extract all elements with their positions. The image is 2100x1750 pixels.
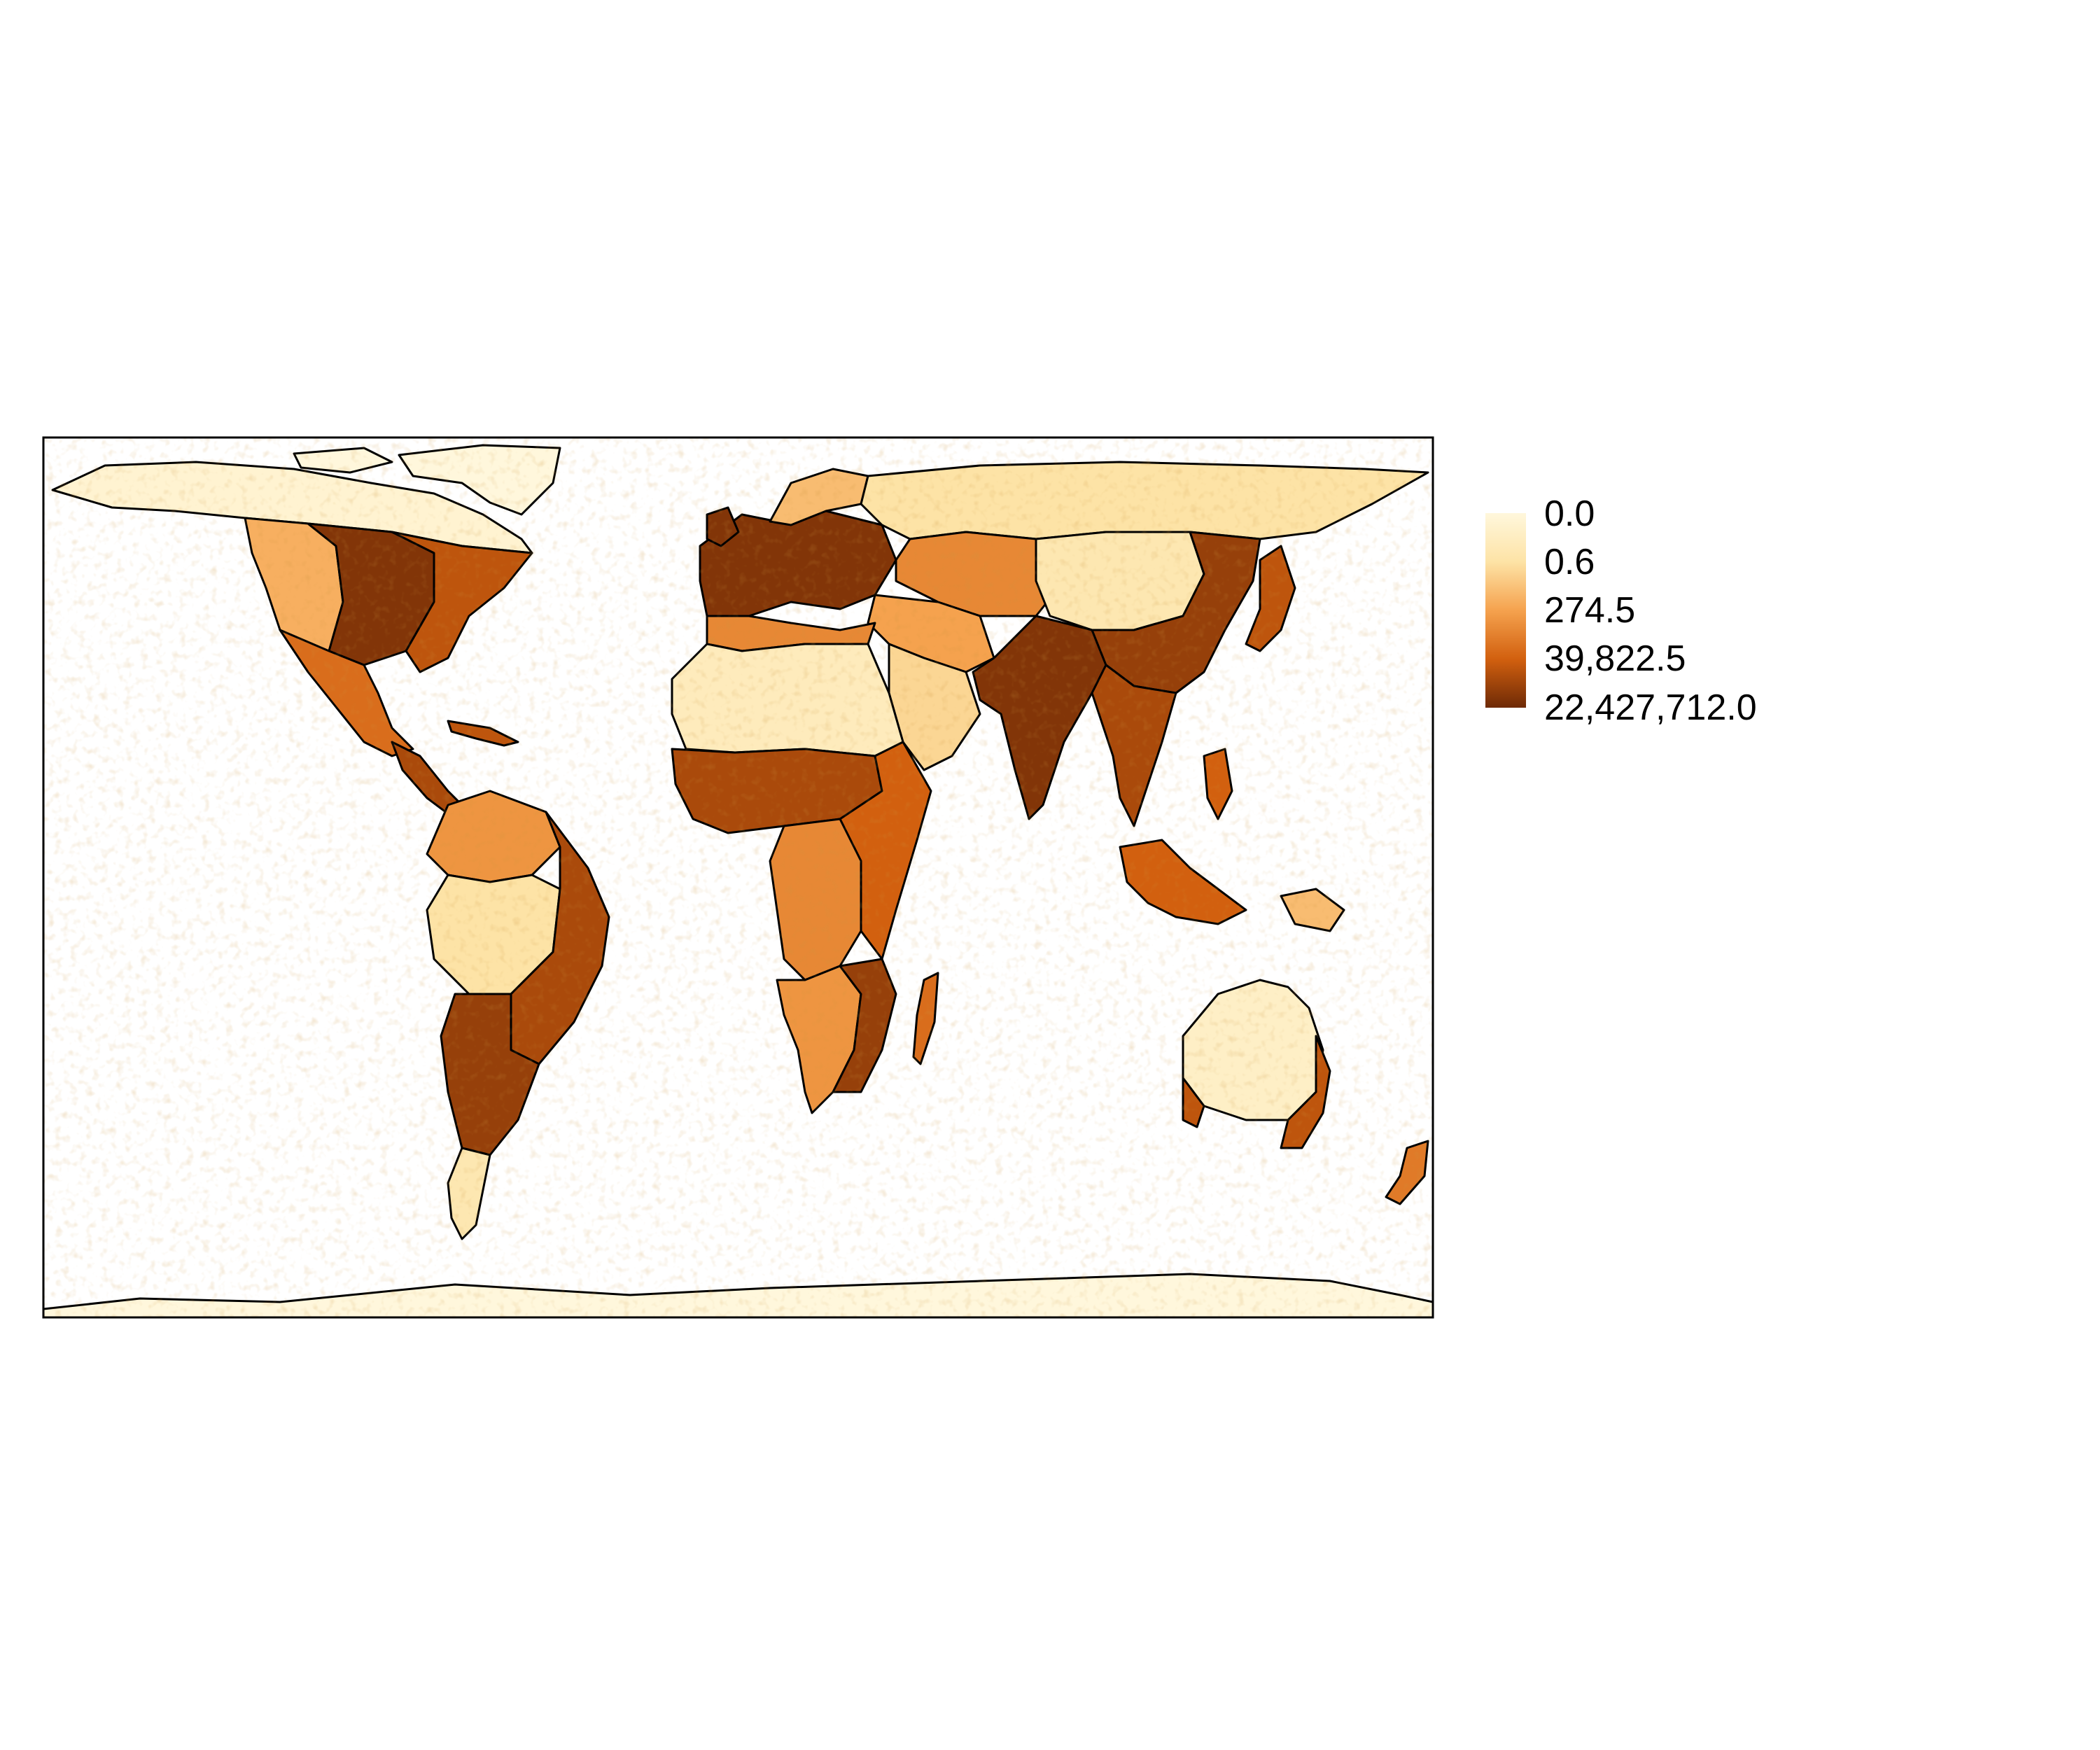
legend-colorbar — [1485, 513, 1526, 708]
legend-label: 274.5 — [1544, 590, 1635, 631]
legend: 0.0 0.6 274.5 39,822.5 22,427,712.0 — [1485, 493, 1757, 728]
legend-label: 22,427,712.0 — [1544, 687, 1757, 728]
legend-label: 0.0 — [1544, 493, 1595, 534]
legend-label: 39,822.5 — [1544, 638, 1686, 679]
legend-label: 0.6 — [1544, 542, 1595, 582]
texture-overlay — [43, 438, 1433, 1317]
